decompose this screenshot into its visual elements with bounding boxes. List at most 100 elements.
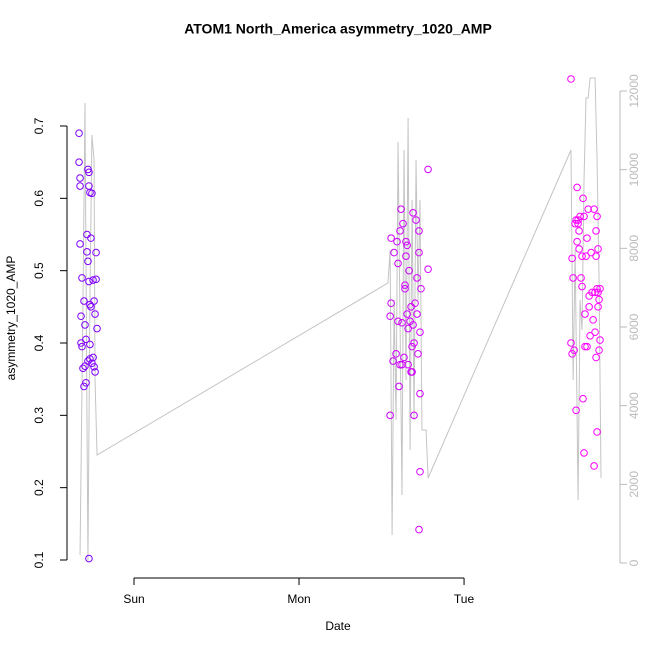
point: [416, 467, 424, 476]
point: [85, 168, 93, 177]
point: [76, 182, 84, 190]
point: [596, 284, 604, 293]
point: [76, 240, 84, 248]
point: [83, 230, 91, 239]
point: [591, 288, 599, 297]
point: [90, 297, 98, 305]
point: [573, 183, 581, 192]
point: [588, 288, 596, 297]
point: [401, 281, 409, 289]
point: [567, 75, 575, 83]
point: [591, 328, 599, 336]
point: [403, 241, 411, 250]
point: [77, 339, 85, 347]
point: [395, 382, 403, 391]
point: [89, 276, 97, 284]
point: [75, 158, 83, 166]
point: [578, 252, 586, 260]
point: [595, 295, 603, 304]
point: [415, 248, 423, 257]
point: [87, 303, 95, 311]
point: [399, 219, 407, 228]
point: [92, 275, 100, 284]
point: [412, 216, 420, 224]
point: [595, 346, 603, 355]
point: [400, 353, 408, 362]
point: [575, 227, 583, 235]
point: [396, 360, 404, 369]
point: [583, 234, 591, 242]
point: [581, 310, 589, 318]
point: [82, 378, 90, 387]
point: [408, 342, 416, 351]
x-axis-label: Date: [325, 619, 351, 633]
point: [75, 129, 83, 138]
point: [91, 368, 99, 376]
point: [594, 288, 602, 297]
y2-tick-label: 0: [627, 559, 641, 566]
point: [416, 328, 424, 336]
point: [398, 318, 406, 327]
point: [84, 257, 92, 266]
point: [580, 449, 588, 457]
y2-tick-label: 2000: [627, 471, 641, 498]
point: [409, 209, 417, 217]
chart-title: ATOM1 North_America asymmetry_1020_AMP: [184, 21, 492, 37]
point: [405, 266, 413, 275]
point: [572, 406, 580, 415]
point: [403, 310, 411, 318]
point: [586, 331, 594, 340]
point: [89, 353, 97, 362]
point: [84, 357, 92, 365]
point: [387, 234, 395, 242]
point: [386, 312, 394, 321]
point: [78, 342, 86, 351]
point: [584, 205, 592, 213]
point: [589, 316, 597, 324]
point: [386, 411, 394, 420]
point: [579, 394, 587, 403]
point: [594, 245, 602, 253]
point: [580, 212, 588, 221]
point: [393, 237, 401, 246]
point: [79, 364, 87, 373]
point: [77, 312, 85, 321]
point: [91, 310, 99, 318]
point: [573, 237, 581, 246]
point: [410, 339, 418, 347]
y2-tick-label: 6000: [627, 313, 641, 340]
point: [397, 205, 405, 213]
point: [415, 525, 423, 534]
point: [413, 274, 421, 282]
point: [387, 299, 395, 308]
point: [87, 234, 95, 242]
point: [574, 219, 582, 228]
point: [404, 324, 412, 333]
point: [417, 284, 425, 293]
y-tick-label: 0.5: [32, 262, 46, 279]
point: [83, 248, 91, 256]
point: [424, 165, 432, 174]
point: [390, 248, 398, 257]
point: [593, 284, 601, 293]
point: [402, 252, 410, 260]
x-tick-label: Sun: [123, 592, 144, 606]
y2-tick-label: 12000: [627, 74, 641, 108]
y-tick-label: 0.2: [32, 479, 46, 496]
point: [90, 363, 98, 371]
x-tick-label: Tue: [454, 592, 475, 606]
point: [590, 462, 598, 470]
point: [80, 297, 88, 305]
y-tick-label: 0.1: [32, 551, 46, 568]
point: [82, 335, 90, 344]
line-series: [79, 77, 602, 561]
point: [596, 336, 604, 344]
point: [88, 189, 96, 198]
point: [416, 389, 424, 398]
point: [86, 340, 94, 349]
x-tick-label: Mon: [287, 592, 310, 606]
point: [592, 252, 600, 260]
point: [585, 303, 593, 311]
point: [80, 382, 88, 391]
